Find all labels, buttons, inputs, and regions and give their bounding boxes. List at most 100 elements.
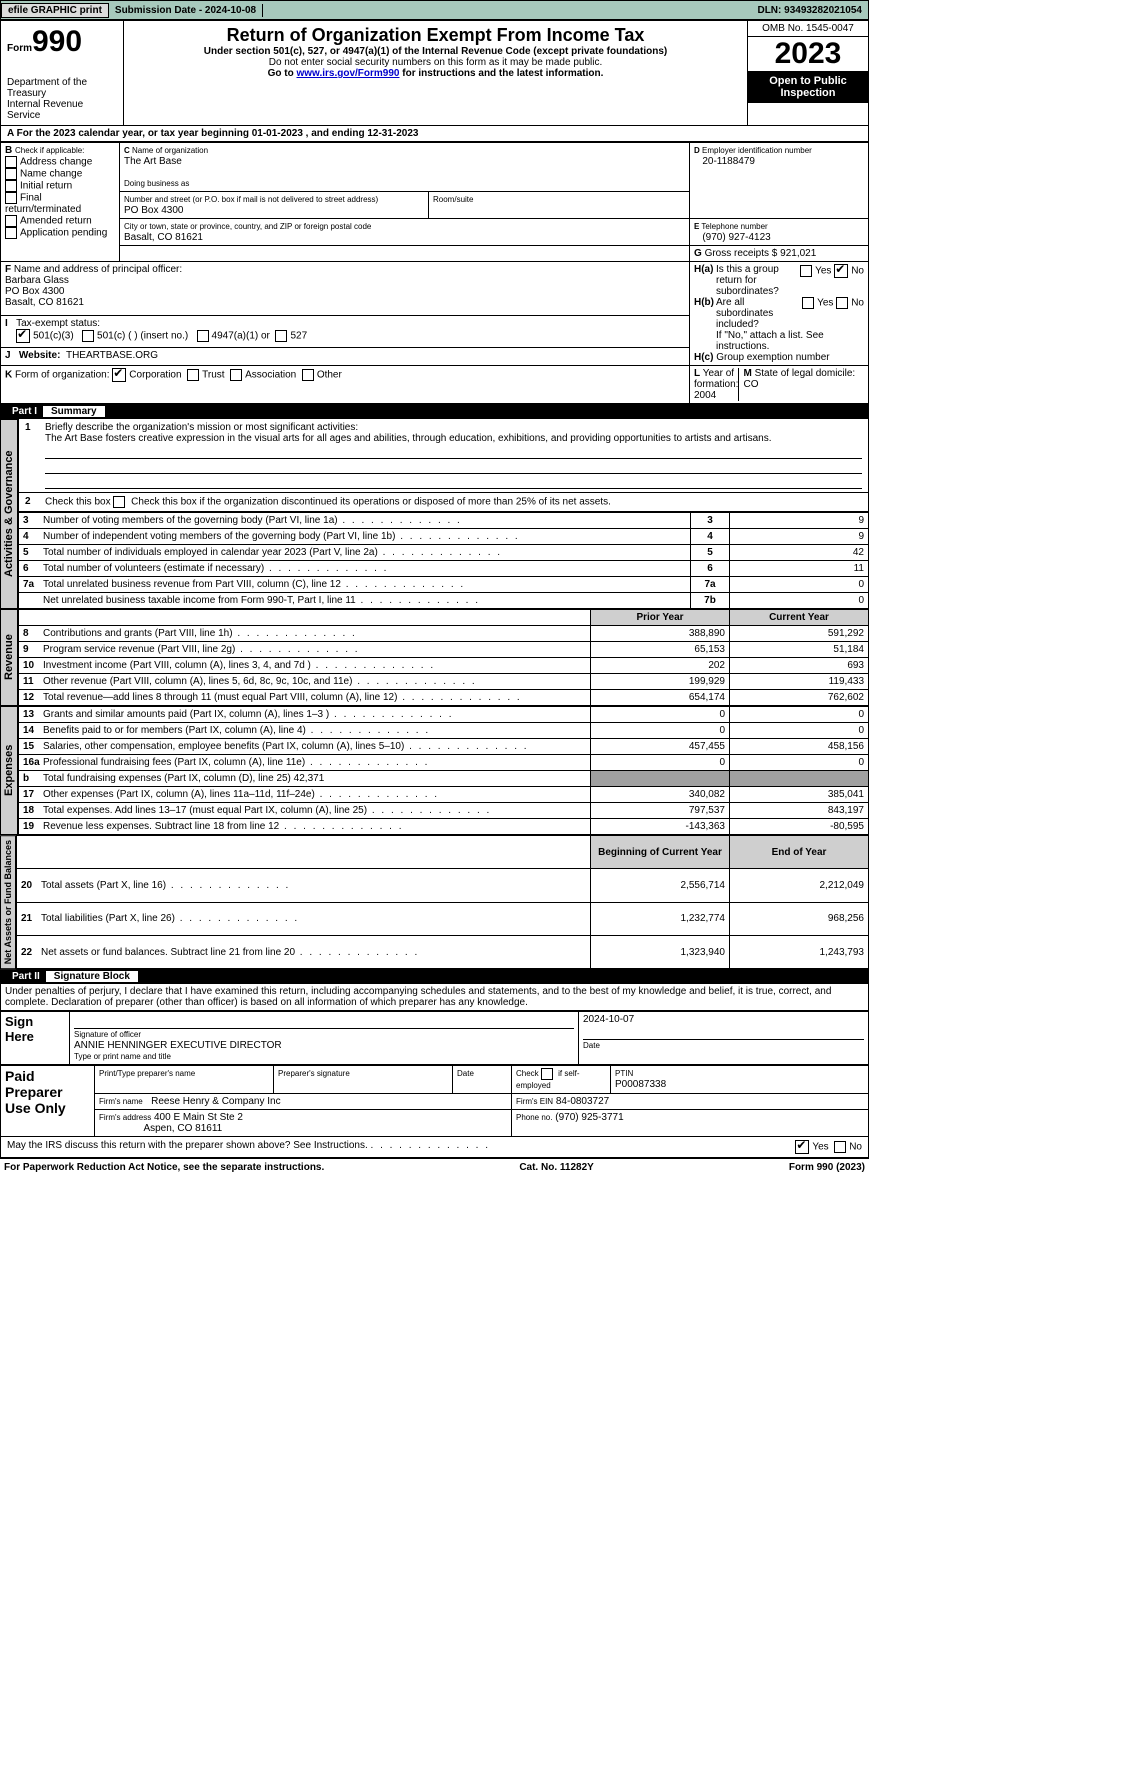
goto-suffix: for instructions and the latest informat… — [399, 68, 603, 79]
discuss-question: May the IRS discuss this return with the… — [7, 1140, 368, 1151]
entity-table: B Check if applicable: Address change Na… — [0, 142, 869, 404]
dln: DLN: 93493282021054 — [751, 4, 868, 17]
dba-lbl: Doing business as — [124, 179, 189, 188]
form-header: Form990 Department of the Treasury Inter… — [0, 20, 869, 126]
city-lbl: City or town, state or province, country… — [124, 222, 371, 231]
phone-lbl: Telephone number — [701, 222, 767, 231]
cb-discuss-no[interactable] — [834, 1141, 846, 1153]
irs-link[interactable]: www.irs.gov/Form990 — [296, 68, 399, 79]
city-val: Basalt, CO 81621 — [124, 232, 203, 243]
website-lbl: Website: — [19, 350, 61, 361]
cb-amended[interactable] — [5, 215, 17, 227]
officer-title: ANNIE HENNINGER EXECUTIVE DIRECTOR — [74, 1040, 282, 1051]
tax-status-lbl: Tax-exempt status: — [16, 318, 100, 329]
cb-initial-return[interactable] — [5, 180, 17, 192]
cb-ha-no[interactable] — [834, 264, 848, 278]
cb-trust[interactable] — [187, 369, 199, 381]
tax-year: 2023 — [748, 36, 868, 71]
b-pending: Application pending — [20, 228, 107, 239]
dept-treasury: Department of the Treasury — [7, 77, 117, 99]
row-a: A For the 2023 calendar year, or tax yea… — [0, 126, 869, 142]
part1-header: Part ISummary — [0, 404, 869, 419]
b-name: Name change — [20, 169, 82, 180]
cb-ha-yes[interactable] — [800, 265, 812, 277]
footer: For Paperwork Reduction Act Notice, see … — [0, 1158, 869, 1176]
governance-table: 3Number of voting members of the governi… — [18, 512, 869, 609]
hc-lbl: Group exemption number — [716, 352, 829, 363]
ptin-lbl: PTIN — [615, 1069, 633, 1078]
ptin-val: P00087338 — [615, 1079, 666, 1090]
firm-phone: (970) 925-3771 — [555, 1112, 623, 1123]
perjury-declaration: Under penalties of perjury, I declare th… — [0, 984, 869, 1011]
cb-discuss-yes[interactable] — [795, 1140, 809, 1154]
cb-self-employed[interactable] — [541, 1068, 553, 1080]
b-initial: Initial return — [20, 181, 72, 192]
street-lbl: Number and street (or P.O. box if mail i… — [124, 195, 378, 204]
net-assets-table: Beginning of Current YearEnd of Year20To… — [16, 835, 869, 969]
cb-app-pending[interactable] — [5, 227, 17, 239]
form-footer: Form 990 (2023) — [789, 1162, 865, 1173]
gross-val: 921,021 — [780, 248, 816, 259]
room-lbl: Room/suite — [433, 195, 473, 204]
firm-addr2: Aspen, CO 81611 — [143, 1123, 222, 1134]
cb-other[interactable] — [302, 369, 314, 381]
form-title: Return of Organization Exempt From Incom… — [130, 25, 741, 46]
cb-name-change[interactable] — [5, 168, 17, 180]
pra-notice: For Paperwork Reduction Act Notice, see … — [4, 1162, 324, 1173]
cb-hb-no[interactable] — [836, 297, 848, 309]
firm-name-lbl: Firm's name — [99, 1097, 143, 1106]
c-name-lbl: Name of organization — [132, 146, 208, 155]
year-formation-lbl: Year of formation: — [694, 368, 738, 390]
mission-lbl: Briefly describe the organization's miss… — [45, 422, 862, 433]
prep-date-lbl: Date — [457, 1069, 474, 1078]
firm-ein: 84-0803727 — [556, 1096, 609, 1107]
state-val: CO — [743, 379, 758, 390]
form-subtitle: Under section 501(c), 527, or 4947(a)(1)… — [130, 46, 741, 57]
cb-527[interactable] — [275, 330, 287, 342]
cb-address-change[interactable] — [5, 156, 17, 168]
officer-lbl: Name and address of principal officer: — [14, 264, 182, 275]
phone-val: (970) 927-4123 — [702, 232, 770, 243]
street-val: PO Box 4300 — [124, 205, 183, 216]
ein-value: 20-1188479 — [702, 156, 755, 167]
cb-4947[interactable] — [197, 330, 209, 342]
cb-501c3[interactable] — [16, 329, 30, 343]
officer-addr1: PO Box 4300 — [5, 286, 64, 297]
goto-prefix: Go to — [268, 68, 297, 79]
state-lbl: State of legal domicile: — [755, 368, 856, 379]
org-name: The Art Base — [124, 156, 182, 167]
firm-phone-lbl: Phone no. — [516, 1113, 552, 1122]
submission-date: Submission Date - 2024-10-08 — [109, 4, 263, 17]
firm-ein-lbl: Firm's EIN — [516, 1097, 553, 1106]
revenue-table: Prior YearCurrent Year8Contributions and… — [18, 609, 869, 706]
b-address: Address change — [20, 157, 92, 168]
ein-lbl: Employer identification number — [702, 146, 812, 155]
cb-hb-yes[interactable] — [802, 297, 814, 309]
type-name-lbl: Type or print name and title — [74, 1052, 171, 1061]
signature-section: Sign Here Signature of officerANNIE HENN… — [0, 1011, 869, 1065]
ha-lbl: Is this a group return for subordinates? — [716, 264, 800, 297]
h-note: If "No," attach a list. See instructions… — [694, 330, 864, 352]
public-inspection: Open to Public Inspection — [748, 71, 868, 103]
sig-officer-lbl: Signature of officer — [74, 1030, 141, 1039]
side-expenses: Expenses — [0, 706, 18, 835]
cb-assoc[interactable] — [230, 369, 242, 381]
form-org-lbl: Form of organization: — [15, 370, 110, 381]
cb-discontinued[interactable] — [113, 496, 125, 508]
cb-final-return[interactable] — [5, 192, 17, 204]
cb-corp[interactable] — [112, 368, 126, 382]
website-val: THEARTBASE.ORG — [66, 350, 158, 361]
self-emp-lbl: Check — [516, 1069, 539, 1078]
omb-number: OMB No. 1545-0047 — [748, 21, 868, 36]
cb-501c[interactable] — [82, 330, 94, 342]
b-header: Check if applicable: — [15, 146, 84, 155]
officer-addr2: Basalt, CO 81621 — [5, 297, 84, 308]
sign-here-label: Sign Here — [1, 1012, 70, 1065]
part2-header: Part IISignature Block — [0, 969, 869, 984]
form-sub2: Do not enter social security numbers on … — [130, 57, 741, 68]
date-lbl: Date — [583, 1041, 600, 1050]
efile-btn[interactable]: efile GRAPHIC print — [1, 3, 109, 18]
side-activities: Activities & Governance — [0, 419, 18, 609]
gross-lbl: Gross receipts $ — [705, 248, 778, 259]
side-revenue: Revenue — [0, 609, 18, 706]
